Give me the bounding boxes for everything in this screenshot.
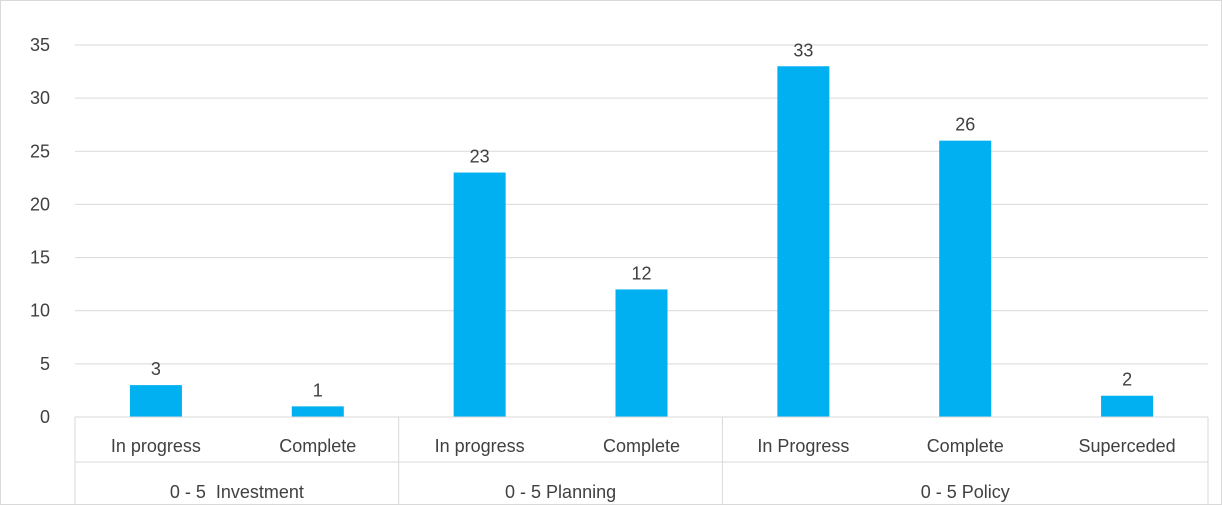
y-tick-label: 35 (30, 35, 50, 55)
x-tick-label: In progress (111, 436, 201, 456)
data-label: 33 (793, 40, 813, 60)
y-tick-label: 5 (40, 354, 50, 374)
y-tick-label: 20 (30, 194, 50, 214)
data-label: 1 (313, 380, 323, 400)
x-group-label: 0 - 5 Investment (170, 482, 304, 502)
x-axis: In progress Complete 0 - 5 Investment In pr… (74, 416, 1209, 505)
bars (129, 66, 1154, 417)
x-tick-label: In progress (435, 436, 525, 456)
bar (1101, 395, 1154, 417)
y-tick-label: 0 (40, 407, 50, 427)
x-tick-label: Superceded (1079, 436, 1176, 456)
data-labels: 3 1 23 12 33 26 2 (151, 40, 1132, 400)
x-tick-label: Complete (927, 436, 1004, 456)
data-label: 12 (631, 263, 651, 283)
bar (129, 385, 182, 417)
y-axis-ticks: 0 5 10 15 20 25 30 35 (30, 35, 50, 427)
data-label: 2 (1122, 370, 1132, 390)
x-group-label: 0 - 5 Policy (921, 482, 1010, 502)
x-tick-label: Complete (603, 436, 680, 456)
data-label: 3 (151, 359, 161, 379)
bar (291, 406, 344, 417)
y-tick-label: 30 (30, 88, 50, 108)
bar (777, 66, 830, 417)
y-tick-label: 15 (30, 248, 50, 268)
bar (615, 289, 668, 417)
bar (453, 172, 506, 417)
gridlines (75, 44, 1208, 365)
x-tick-label: Complete (279, 436, 356, 456)
data-label: 26 (955, 115, 975, 135)
data-label: 23 (470, 147, 490, 167)
y-tick-label: 10 (30, 301, 50, 321)
x-tick-label: In Progress (757, 436, 849, 456)
bar (939, 140, 992, 417)
x-group-label: 0 - 5 Planning (505, 482, 616, 502)
y-tick-label: 25 (30, 141, 50, 161)
